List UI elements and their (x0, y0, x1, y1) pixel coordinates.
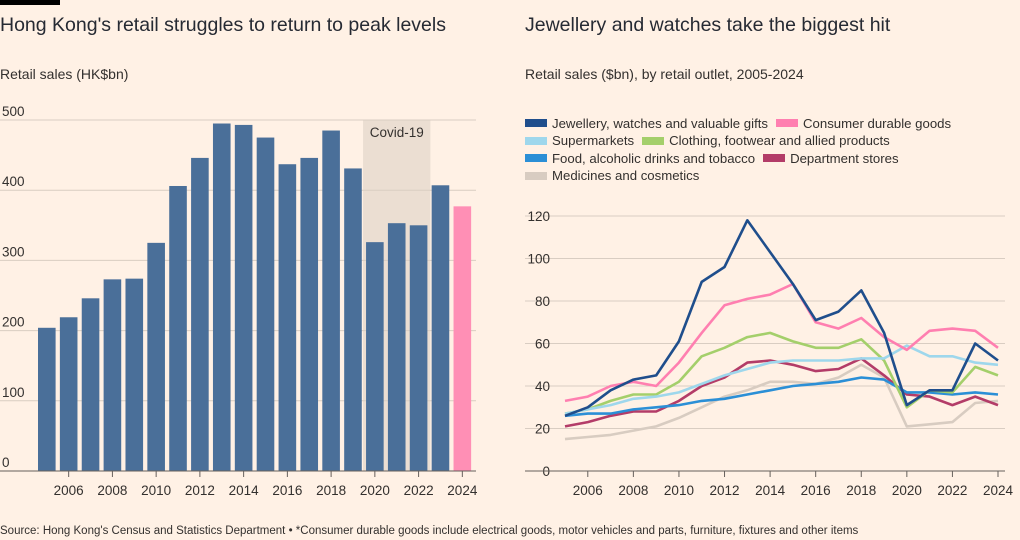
legend-item: Consumer durable goods (776, 115, 951, 132)
line-y-tick-label: 120 (527, 209, 550, 224)
bar-y-tick-label: 400 (2, 174, 25, 189)
bar-x-tick-label: 2012 (185, 483, 215, 498)
bar-2015 (256, 137, 275, 472)
line-x-tick-label: 2022 (937, 483, 967, 498)
source-note: Source: Hong Kong's Census and Statistic… (0, 525, 859, 537)
series-line-jewellery-watches-and-valuable-gifts (564, 219, 999, 418)
bar-2017 (300, 157, 319, 471)
series-line-clothing-footwear-and-allied-products (564, 331, 999, 415)
bar-2010 (147, 242, 165, 471)
bar-x-tick-label: 2024 (447, 483, 478, 498)
bar-x-tick-label: 2022 (404, 483, 434, 498)
legend-swatch (763, 154, 786, 162)
legend-item: Department stores (763, 150, 899, 167)
bar-2022 (409, 225, 428, 471)
line-x-tick-label: 2016 (801, 483, 831, 498)
line-x-tick-label: 2014 (755, 483, 786, 498)
bar-2005 (38, 327, 56, 471)
bar-2006 (59, 317, 78, 471)
legend-swatch (525, 136, 547, 145)
legend-label: Medicines and cosmetics (552, 168, 700, 183)
legend-item: Supermarkets (525, 132, 634, 149)
legend-label: Consumer durable goods (803, 115, 952, 131)
legend-swatch (525, 171, 547, 180)
bar-2024 (453, 206, 472, 471)
bar-2009 (125, 278, 144, 471)
bar-2023 (431, 185, 450, 471)
bar-2016 (278, 164, 297, 471)
series-line-medicines-and-cosmetics (564, 363, 999, 441)
line-chart-legend: Jewellery, watches and valuable gifts Con… (525, 114, 995, 184)
legend-label: Clothing, footwear and allied products (669, 133, 890, 148)
legend-label: Food, alcoholic drinks and tobacco (552, 150, 756, 166)
line-y-tick-label: 80 (535, 294, 550, 309)
line-x-tick-label: 2010 (664, 483, 694, 498)
legend-swatch (525, 154, 547, 162)
line-y-tick-label: 20 (535, 422, 550, 437)
covid-label: Covid-19 (370, 125, 424, 140)
bar-x-tick-label: 2008 (97, 483, 127, 498)
bar-chart: 0 100 200 300 400 500 Covid-19 2006 2008 2010 2012… (0, 104, 478, 498)
bar-2011 (169, 185, 187, 471)
legend-item: Food, alcoholic drinks and tobacco (525, 150, 755, 167)
legend-swatch (642, 136, 665, 145)
bar-x-tick-label: 2014 (229, 483, 260, 498)
bar-y-tick-label: 300 (2, 244, 25, 259)
bar-x-tick-label: 2018 (316, 483, 346, 498)
line-y-tick-label: 60 (535, 337, 550, 352)
bar-2018 (322, 130, 340, 471)
line-y-tick-label: 100 (527, 252, 550, 267)
left-chart-title: Hong Kong's retail struggles to return t… (0, 14, 446, 36)
bar-x-tick-label: 2016 (272, 483, 302, 498)
bar-2012 (191, 157, 209, 471)
bar-2019 (344, 168, 362, 472)
legend-item: Medicines and cosmetics (525, 167, 699, 184)
right-chart-subtitle: Retail sales ($bn), by retail outlet, 20… (525, 66, 804, 82)
legend-swatch (525, 119, 547, 127)
legend-item: Jewellery, watches and valuable gifts (525, 115, 768, 132)
bar-y-tick-label: 500 (2, 104, 25, 119)
right-chart-title: Jewellery and watches take the biggest h… (525, 14, 891, 36)
line-x-tick-label: 2024 (983, 483, 1014, 498)
series-line-consumer-durable-goods (564, 282, 999, 403)
bar-x-tick-label: 2010 (141, 483, 171, 498)
bar-y-tick-label: 200 (2, 315, 25, 330)
bar-2020 (366, 242, 384, 471)
left-chart-subtitle: Retail sales (HK$bn) (0, 66, 129, 82)
line-y-tick-label: 40 (535, 379, 550, 394)
line-x-tick-label: 2012 (710, 483, 740, 498)
bar-y-tick-label: 100 (2, 385, 25, 400)
bar-2007 (81, 298, 100, 471)
brand-bar (0, 0, 60, 5)
legend-swatch (776, 119, 798, 127)
bar-2014 (234, 124, 253, 471)
bar-x-tick-label: 2020 (360, 483, 390, 498)
line-x-tick-label: 2006 (573, 483, 603, 498)
line-x-tick-label: 2008 (618, 483, 648, 498)
line-x-tick-label: 2018 (846, 483, 876, 498)
bar-2013 (212, 123, 231, 471)
bar-2021 (387, 223, 406, 471)
legend-label: Supermarkets (552, 133, 635, 148)
bar-x-tick-label: 2006 (54, 483, 84, 498)
bar-y-tick-label: 0 (2, 455, 10, 470)
legend-label: Department stores (790, 150, 899, 166)
legend-item: Clothing, footwear and allied products (642, 132, 890, 149)
line-chart: 0204060801001202006200820102012201420162… (525, 209, 1014, 498)
series-line-supermarkets (564, 344, 999, 415)
line-x-tick-label: 2020 (892, 483, 922, 498)
bar-2008 (103, 279, 122, 471)
legend-label: Jewellery, watches and valuable gifts (552, 115, 768, 131)
